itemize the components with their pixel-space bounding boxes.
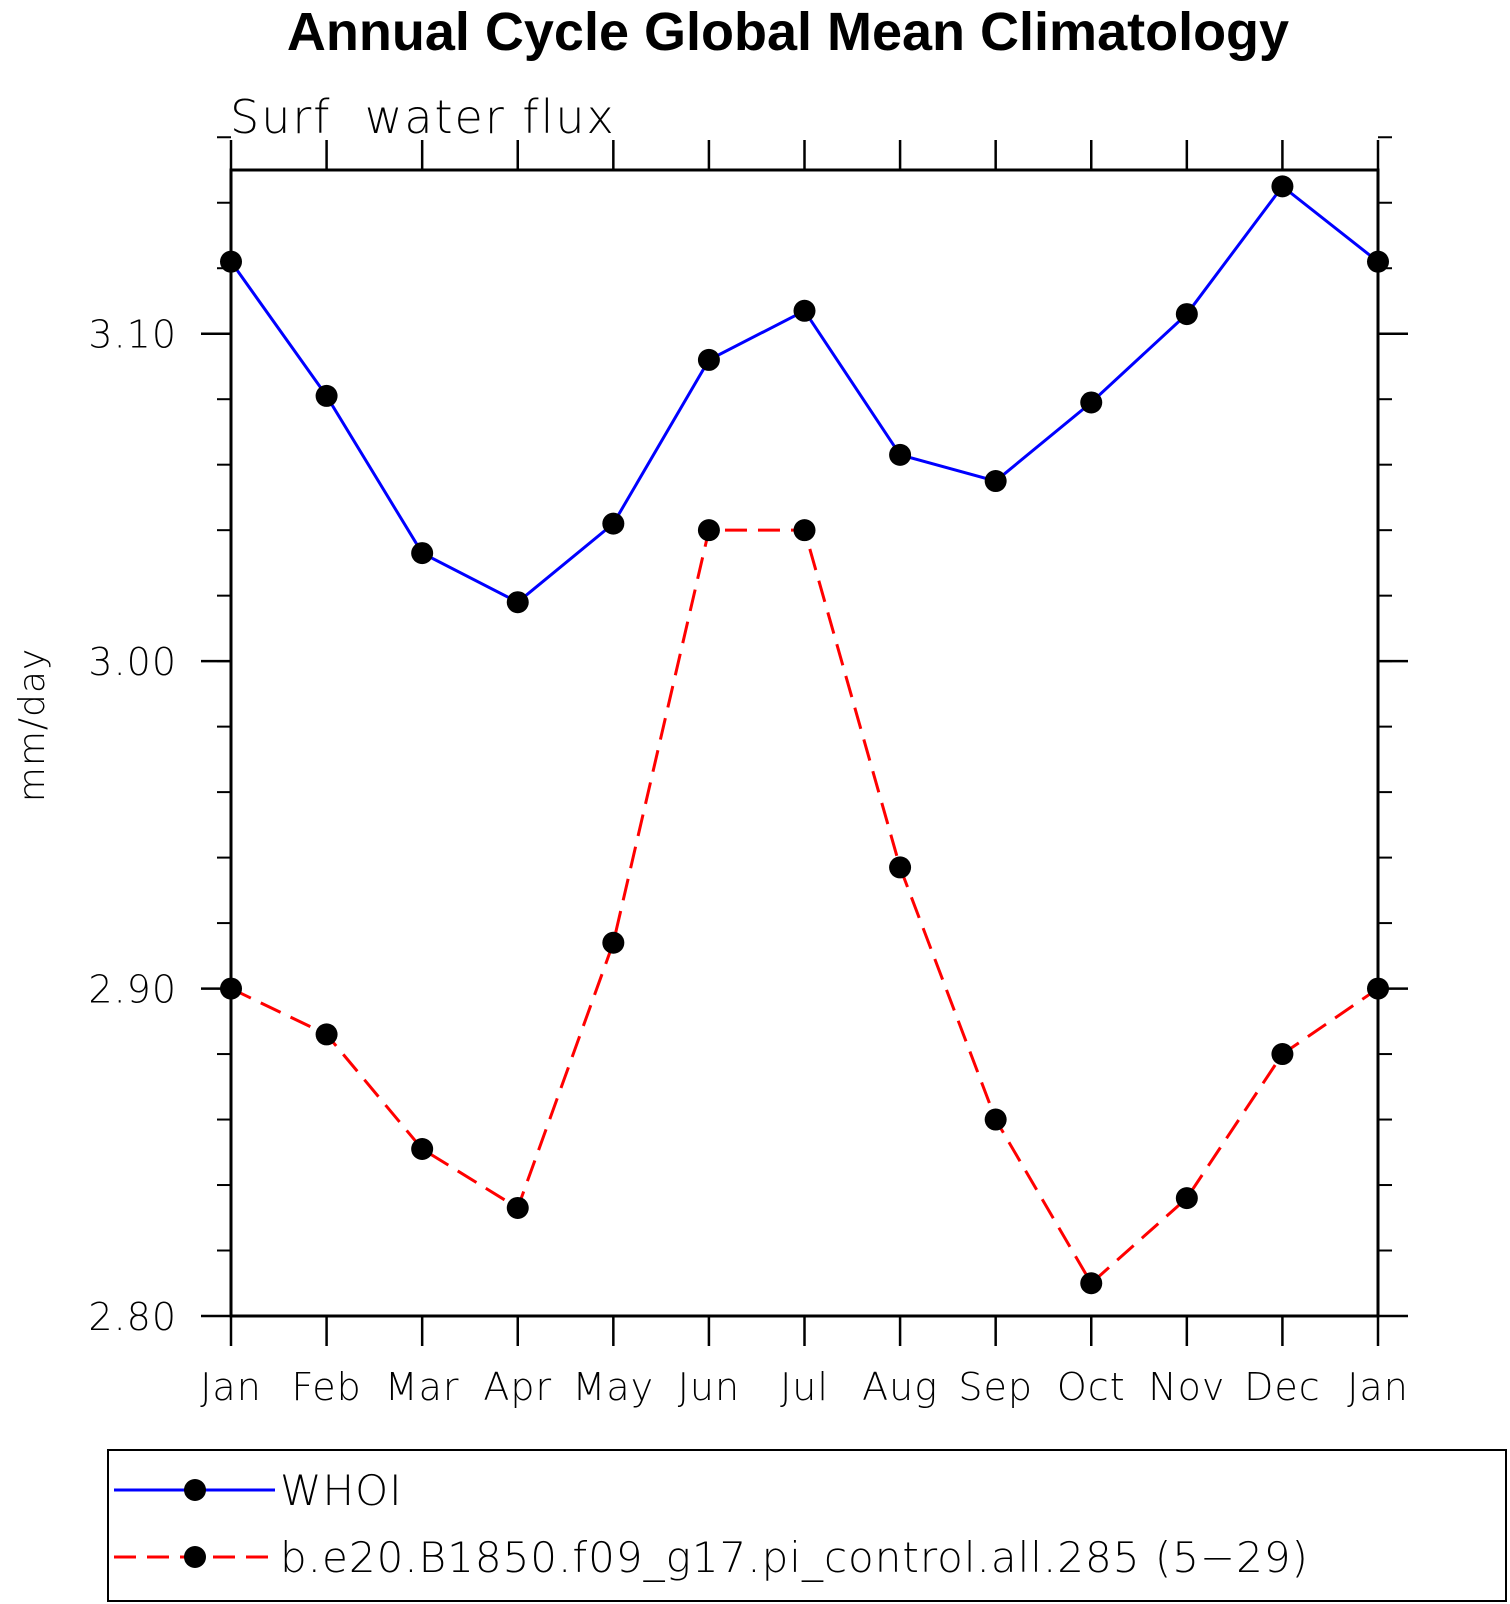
data-point-series-1 [984,1108,1007,1131]
data-point-series-0 [315,384,338,407]
data-point-series-0 [220,250,242,273]
x-tick-label: Jan [1347,1365,1409,1409]
x-tick-label: Feb [291,1365,361,1409]
legend-entry-whoi: WHOI [114,1466,403,1515]
data-point-series-1 [1271,1043,1294,1066]
axis-ticks [201,136,1408,1346]
data-point-series-1 [315,1023,338,1046]
data-point-series-0 [506,591,529,614]
y-tick-label: 3.00 [88,640,177,684]
y-tick-label: 2.90 [88,968,177,1012]
data-point-series-0 [1271,175,1294,198]
series-line-1 [230,528,1379,1286]
data-point-series-1 [1367,977,1389,1000]
x-tick-label: Jan [200,1365,262,1409]
legend-box [107,1449,1507,1602]
data-point-series-1 [889,856,912,879]
data-point-series-0 [984,470,1007,493]
x-tick-labels: Jan Feb Mar Apr May Jun Jul Aug Sep Oct Nov Dec Jan [200,1365,1409,1409]
series-lines [229,184,1379,1286]
legend-label-whoi: WHOI [280,1466,403,1515]
x-tick-label: Sep [958,1365,1033,1409]
chart-title: Annual Cycle Global Mean Climatology [287,2,1289,62]
legend-entry-model: b.e20.B1850.f09_g17.pi_control.all.285 (… [114,1533,1309,1582]
data-point-series-1 [793,519,816,542]
data-point-series-1 [411,1138,434,1161]
chart-subtitle: Surf water flux [230,90,616,144]
data-point-series-0 [1080,391,1103,414]
series-points [220,175,1389,1295]
x-tick-label: Aug [862,1365,938,1409]
y-tick-label: 3.10 [88,313,177,357]
data-point-series-1 [220,977,242,1000]
data-point-series-0 [697,348,720,371]
data-point-series-0 [602,512,625,535]
data-point-series-0 [793,299,816,322]
data-point-series-0 [889,443,912,466]
data-point-series-0 [411,542,434,565]
x-tick-label: Oct [1057,1365,1126,1409]
y-axis-label: mm/day [12,648,53,802]
x-tick-label: Dec [1244,1365,1321,1409]
y-tick-label: 2.80 [88,1295,177,1339]
data-point-series-1 [506,1196,529,1219]
x-tick-label: Mar [385,1365,460,1409]
x-tick-label: Nov [1148,1365,1225,1409]
plot-frame [229,168,1380,1318]
data-point-series-1 [1080,1272,1103,1295]
legend-marker-model [184,1546,206,1568]
legend-label-model: b.e20.B1850.f09_g17.pi_control.all.285 (… [280,1533,1309,1582]
data-point-series-1 [602,931,625,954]
x-tick-label: Jul [780,1365,829,1409]
legend-marker-whoi [184,1479,206,1501]
x-tick-label: Jun [678,1365,740,1409]
data-point-series-0 [1367,250,1389,273]
data-point-series-1 [1175,1187,1198,1210]
data-point-series-1 [697,519,720,542]
data-point-series-0 [1175,303,1198,326]
x-tick-label: May [573,1365,655,1409]
x-tick-label: Apr [483,1365,552,1409]
y-tick-labels: 2.80 2.90 3.00 3.10 [88,313,177,1339]
